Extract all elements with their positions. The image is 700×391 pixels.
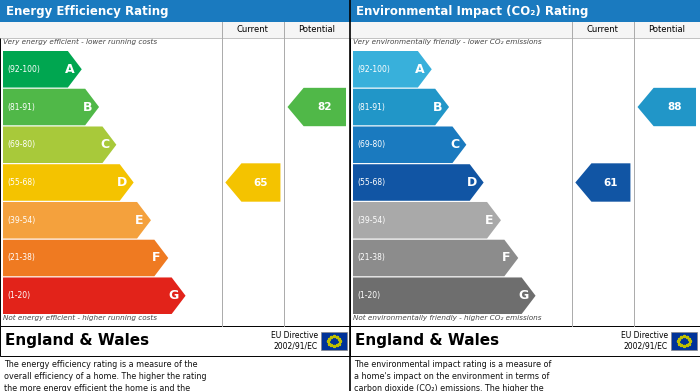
Text: (69-80): (69-80)	[7, 140, 35, 149]
Text: D: D	[467, 176, 477, 189]
Text: (92-100): (92-100)	[357, 65, 390, 74]
Text: (39-54): (39-54)	[357, 216, 385, 225]
Text: 2002/91/EC: 2002/91/EC	[274, 341, 318, 350]
Text: (1-20): (1-20)	[7, 291, 30, 300]
Text: (81-91): (81-91)	[7, 102, 35, 111]
Polygon shape	[225, 163, 281, 202]
Text: A: A	[415, 63, 425, 76]
Text: (55-68): (55-68)	[357, 178, 385, 187]
Text: B: B	[83, 100, 92, 113]
Text: 82: 82	[318, 102, 332, 112]
Polygon shape	[353, 164, 484, 201]
Text: 88: 88	[668, 102, 682, 112]
Polygon shape	[3, 126, 116, 163]
Text: England & Wales: England & Wales	[5, 334, 149, 348]
Bar	[350, 22, 700, 326]
Polygon shape	[353, 126, 466, 163]
Polygon shape	[353, 278, 536, 314]
Text: (21-38): (21-38)	[7, 253, 35, 262]
Polygon shape	[3, 278, 186, 314]
Polygon shape	[575, 163, 631, 202]
Text: C: C	[450, 138, 459, 151]
Polygon shape	[3, 240, 168, 276]
Text: (92-100): (92-100)	[7, 65, 40, 74]
Text: (81-91): (81-91)	[357, 102, 385, 111]
Text: Very energy efficient - lower running costs: Very energy efficient - lower running co…	[3, 39, 157, 45]
Bar	[350, 326, 700, 356]
Text: G: G	[519, 289, 529, 302]
Polygon shape	[3, 164, 134, 201]
Text: Very environmentally friendly - lower CO₂ emissions: Very environmentally friendly - lower CO…	[353, 39, 542, 45]
Text: (69-80): (69-80)	[357, 140, 385, 149]
Text: 2002/91/EC: 2002/91/EC	[624, 341, 668, 350]
Polygon shape	[3, 89, 99, 125]
Text: (21-38): (21-38)	[357, 253, 385, 262]
Bar	[321, 332, 347, 350]
Text: A: A	[65, 63, 75, 76]
Text: EU Directive: EU Directive	[621, 332, 668, 341]
Text: F: F	[152, 251, 161, 264]
Text: E: E	[485, 214, 494, 227]
Text: Not environmentally friendly - higher CO₂ emissions: Not environmentally friendly - higher CO…	[353, 315, 542, 321]
Text: Potential: Potential	[648, 25, 685, 34]
Text: B: B	[433, 100, 442, 113]
Bar	[671, 332, 697, 350]
Polygon shape	[288, 88, 346, 126]
Text: (39-54): (39-54)	[7, 216, 35, 225]
Text: Energy Efficiency Rating: Energy Efficiency Rating	[6, 5, 169, 18]
Text: C: C	[100, 138, 109, 151]
Text: EU Directive: EU Directive	[271, 332, 318, 341]
Text: The environmental impact rating is a measure of
a home's impact on the environme: The environmental impact rating is a mea…	[354, 360, 552, 391]
Polygon shape	[353, 202, 501, 239]
Text: G: G	[169, 289, 179, 302]
Text: (55-68): (55-68)	[7, 178, 35, 187]
Text: F: F	[502, 251, 511, 264]
Text: The energy efficiency rating is a measure of the
overall efficiency of a home. T: The energy efficiency rating is a measur…	[4, 360, 206, 391]
Polygon shape	[3, 202, 151, 239]
Bar	[0, 0, 350, 22]
Text: E: E	[135, 214, 143, 227]
Bar	[0, 22, 350, 38]
Polygon shape	[353, 240, 518, 276]
Bar	[350, 22, 700, 38]
Text: Current: Current	[237, 25, 269, 34]
Polygon shape	[638, 88, 696, 126]
Text: England & Wales: England & Wales	[355, 334, 499, 348]
Text: 65: 65	[253, 178, 268, 188]
Polygon shape	[353, 51, 432, 88]
Text: D: D	[117, 176, 127, 189]
Text: Not energy efficient - higher running costs: Not energy efficient - higher running co…	[3, 315, 157, 321]
Text: (1-20): (1-20)	[357, 291, 380, 300]
Bar	[350, 0, 700, 22]
Text: Potential: Potential	[298, 25, 335, 34]
Text: Environmental Impact (CO₂) Rating: Environmental Impact (CO₂) Rating	[356, 5, 589, 18]
Polygon shape	[3, 51, 82, 88]
Text: Current: Current	[587, 25, 619, 34]
Text: 61: 61	[603, 178, 618, 188]
Polygon shape	[353, 89, 449, 125]
Bar	[0, 326, 350, 356]
Bar	[0, 22, 350, 326]
